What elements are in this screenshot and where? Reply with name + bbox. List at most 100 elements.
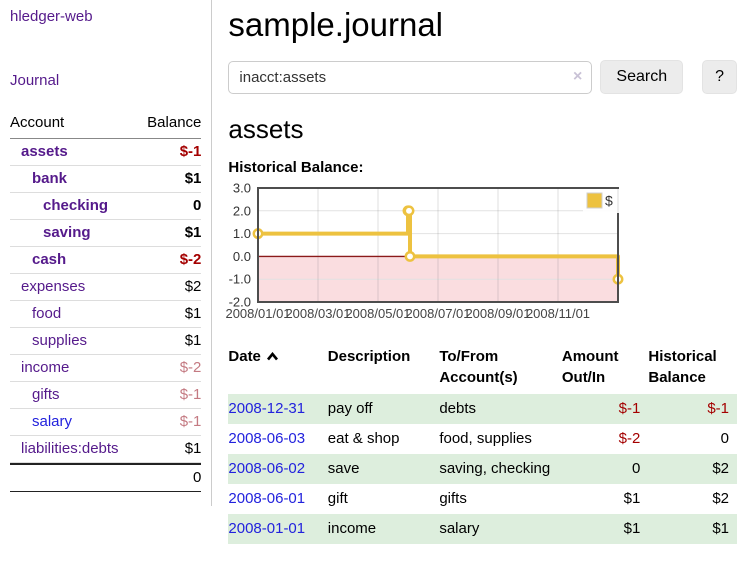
account-link[interactable]: saving [43,224,91,241]
cell-description: save [327,460,360,477]
account-link[interactable]: cash [32,251,67,268]
account-row: checking 0 [10,193,202,220]
table-row: 2008-01-01 income salary $1 $1 [228,514,737,544]
account-balance: $1 [184,305,202,322]
cell-date: 2008-06-02 [228,454,327,484]
page-title: sample.journal [228,6,444,43]
balance-chart: 3.0 2.0 1.0 0.0 -1.0 -2.0 2008/01/01 2008/03/01… [226,181,737,326]
account-balance: $1 [184,440,202,457]
account-link[interactable]: liabilities:debts [21,440,119,457]
column-header-amount[interactable]: Amount Out/In [561,348,619,386]
table-row: 2008-06-01 gift gifts $1 $2 [228,484,737,514]
sidebar: hledger-web Journal Account Balance asse… [0,0,213,506]
legend-label: $ [605,193,613,209]
search-button[interactable]: Search [600,60,684,94]
cell-date: 2008-06-03 [228,424,327,454]
y-tick-label: -1.0 [229,272,251,287]
cell-balance: $1 [712,520,729,537]
x-tick-label: 2008/05/01 [346,306,411,321]
column-header-date[interactable]: Date [228,342,327,394]
cell-amount: $-2 [618,430,641,447]
search-input[interactable] [228,60,593,94]
sidebar-item-journal[interactable]: Journal [10,72,60,89]
column-header-balance[interactable]: Historical Balance [648,348,717,386]
y-tick-label: 2.0 [233,203,251,218]
cell-accounts: gifts [439,490,467,507]
account-row: cash $-2 [10,247,202,274]
x-tick-label: 2008/07/01 [406,306,471,321]
cell-description: eat & shop [327,430,400,447]
account-link[interactable]: food [32,305,62,322]
account-row: salary $-1 [10,409,202,436]
account-link[interactable]: income [21,359,70,376]
accounts-table: Account Balance assets $-1 bank $1 checking 0… [10,110,202,492]
register-rows: 2008-12-31 pay off debts $-1 $-1 2008-06-03 ea… [228,394,737,544]
register-table: Date Description To/From Account(s) Amou… [228,342,737,544]
account-row: assets $-1 [10,139,202,166]
x-tick-label: 2008/01/01 [226,306,291,321]
cell-date: 2008-06-01 [228,484,327,514]
cell-accounts: saving, checking [439,460,551,477]
account-balance: $-2 [179,251,202,268]
x-tick-label: 2008/03/01 [286,306,351,321]
date-link[interactable]: 2008-12-31 [228,400,306,417]
cell-balance: $-1 [707,400,729,417]
account-column-label: Account [10,114,65,131]
account-balance: $-1 [179,143,202,160]
account-balance: $-2 [179,359,202,376]
account-balance: $-1 [179,413,202,430]
account-balance: $-1 [179,386,202,403]
clear-search-icon[interactable]: × [573,67,583,85]
y-tick-label: -2.0 [229,295,251,310]
account-link[interactable]: supplies [32,332,88,349]
account-row: saving $1 [10,220,202,247]
cell-accounts: food, supplies [439,430,532,447]
cell-description: income [327,520,377,537]
chart-svg: 3.0 2.0 1.0 0.0 -1.0 -2.02008/01/012008/03/01… [226,181,624,321]
account-link[interactable]: salary [32,413,73,430]
accounts-table-header: Account Balance [10,110,202,139]
date-link[interactable]: 2008-06-03 [228,430,306,447]
column-header-description[interactable]: Description [327,348,411,365]
x-tick-label: 2008/09/01 [466,306,531,321]
cell-amount: $-1 [618,400,641,417]
account-link[interactable]: assets [21,143,68,160]
account-heading: assets [228,114,304,144]
account-rows: assets $-1 bank $1 checking 0 saving $1 cash $-2 e… [10,139,202,463]
table-row: 2008-06-03 eat & shop food, supplies $-2 0 [228,424,737,454]
search-form: × Search ? [228,60,737,94]
main-content: sample.journal × Search ? assets Histori… [212,0,742,544]
account-row: liabilities:debts $1 [10,436,202,463]
cell-date: 2008-12-31 [228,394,327,424]
cell-balance: 0 [720,430,729,447]
account-row: bank $1 [10,166,202,193]
help-button[interactable]: ? [702,60,737,94]
account-row: gifts $-1 [10,382,202,409]
account-row: expenses $2 [10,274,202,301]
y-tick-label: 1.0 [233,226,251,241]
cell-accounts: debts [439,400,477,417]
date-link[interactable]: 2008-01-01 [228,520,306,537]
chart-section-label: Historical Balance: [228,159,364,176]
account-balance: $1 [184,170,202,187]
account-balance: 0 [193,197,202,214]
date-link[interactable]: 2008-06-01 [228,490,306,507]
cell-amount: $1 [623,520,641,537]
y-tick-label: 3.0 [233,181,251,196]
table-row: 2008-06-02 save saving, checking 0 $2 [228,454,737,484]
account-link[interactable]: gifts [32,386,60,403]
cell-balance: $2 [712,460,729,477]
account-link[interactable]: expenses [21,278,86,295]
account-balance: $2 [184,278,202,295]
app-title-link[interactable]: hledger-web [10,8,93,25]
cell-amount: 0 [632,460,641,477]
account-link[interactable]: checking [43,197,109,214]
page: hledger-web Journal Account Balance asse… [0,0,742,544]
date-link[interactable]: 2008-06-02 [228,460,306,477]
cell-description: gift [327,490,348,507]
account-link[interactable]: bank [32,170,68,187]
column-header-accounts[interactable]: To/From Account(s) [439,348,518,386]
x-tick-label: 2008/11/01 [526,306,590,321]
account-row: food $1 [10,301,202,328]
sort-asc-icon [266,351,278,361]
